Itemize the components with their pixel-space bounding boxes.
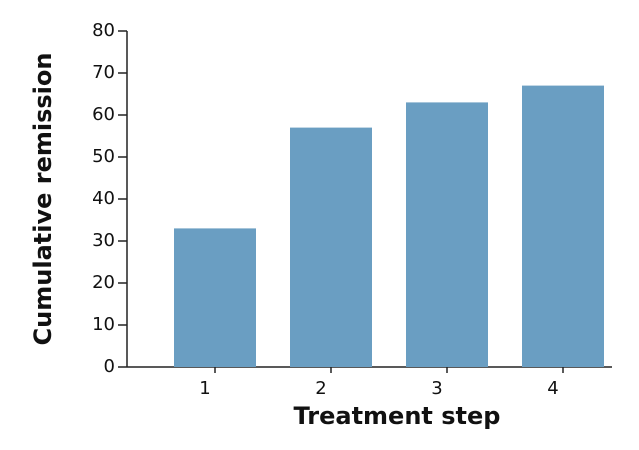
x-tick-label: 1: [199, 378, 210, 399]
y-tick-label: 40: [92, 188, 115, 209]
x-axis-title: Treatment step: [294, 402, 501, 430]
y-tick-label: 50: [92, 146, 115, 167]
bar: [174, 228, 256, 367]
y-tick-label: 30: [92, 230, 115, 251]
bar: [522, 85, 604, 367]
bar: [406, 102, 488, 368]
x-tick-label: 3: [431, 378, 442, 399]
y-tick-label: 70: [92, 62, 115, 83]
y-tick-label: 10: [92, 314, 115, 335]
y-tick-label: 60: [92, 104, 115, 125]
y-tick-label: 20: [92, 272, 115, 293]
x-tick-label: 2: [315, 378, 326, 399]
y-tick-label: 80: [92, 20, 115, 41]
y-tick-label: 0: [104, 356, 115, 377]
x-tick-label: 4: [547, 378, 558, 399]
bar: [290, 127, 372, 367]
y-axis-title: Cumulative remission: [29, 53, 57, 346]
